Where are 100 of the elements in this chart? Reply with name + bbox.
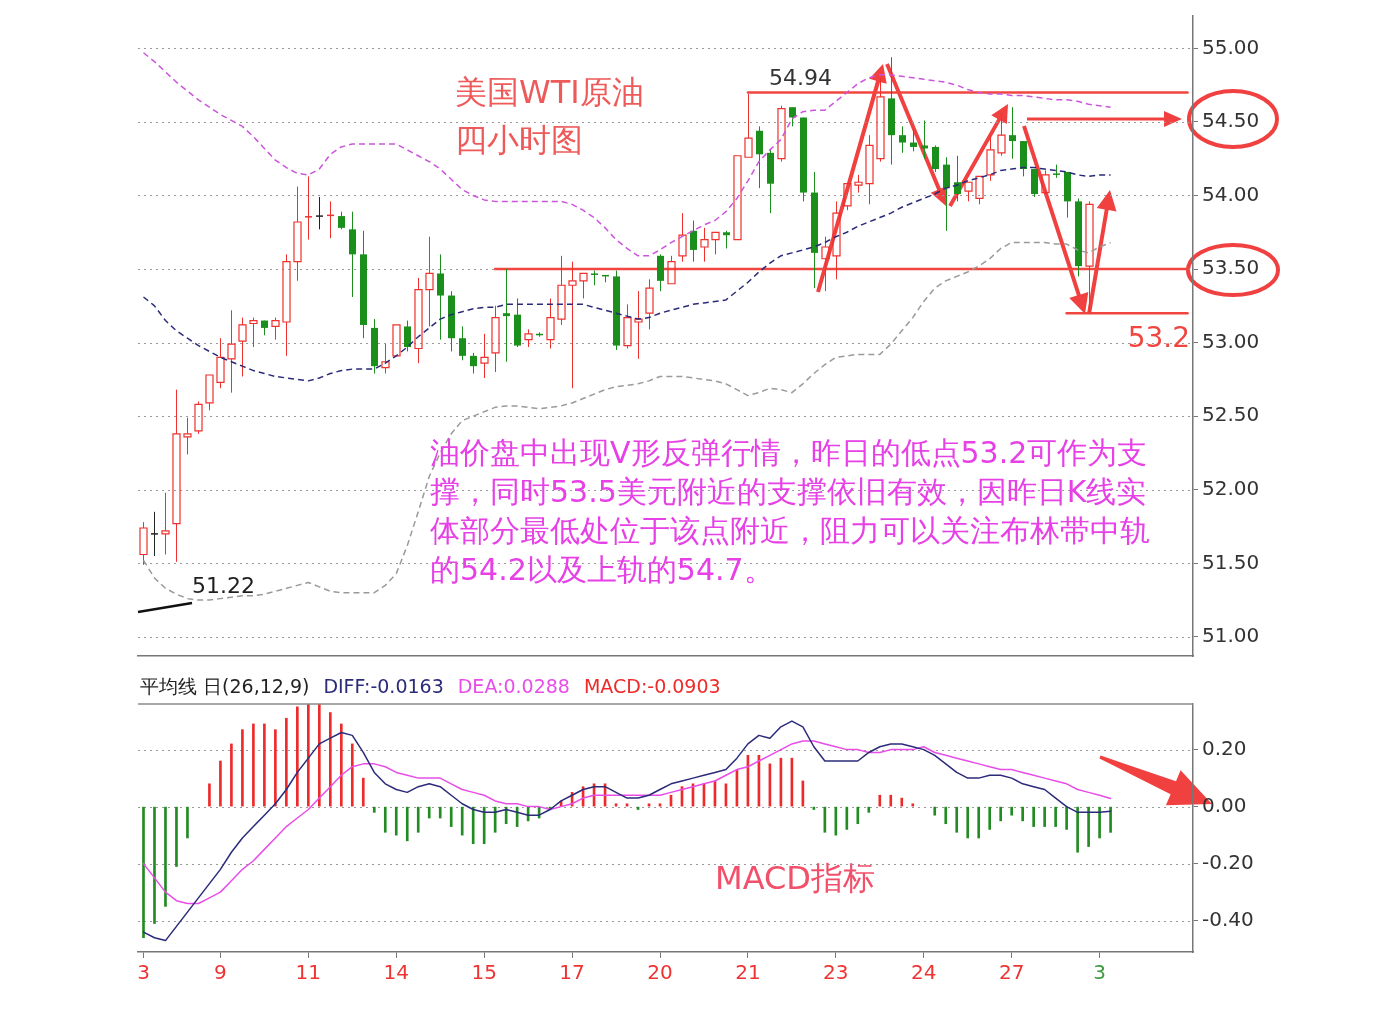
candlestick (293, 186, 302, 282)
candlestick (150, 511, 159, 557)
annotation: MACD指标 (715, 859, 875, 898)
candlestick (403, 320, 412, 352)
bar (339, 723, 343, 807)
candlestick (425, 236, 434, 327)
bar (1109, 806, 1112, 833)
candlestick (920, 119, 929, 160)
bar (164, 806, 167, 907)
bar (1010, 806, 1013, 816)
bar (845, 806, 849, 830)
bar (328, 712, 332, 807)
y-tick-label: 54.00 (1202, 181, 1260, 206)
x-tick-label: 23 (823, 960, 849, 985)
bar (471, 806, 475, 845)
candlestick (491, 305, 500, 373)
bar (1043, 806, 1046, 827)
candlestick (843, 183, 852, 211)
candlestick (161, 492, 170, 555)
x-tick-label: 15 (471, 960, 497, 985)
candlestick (964, 181, 973, 202)
chart-title: 平均线 日(26,12,9) (140, 674, 310, 697)
x-tick-label: 27 (998, 960, 1025, 985)
candlestick (568, 261, 577, 389)
candlestick (502, 268, 511, 363)
bar (383, 806, 387, 833)
y-tick-label: 51.00 (1202, 623, 1260, 648)
candlestick (689, 220, 698, 263)
line-series (142, 52, 1112, 257)
x-tick-label: 3 (1093, 960, 1106, 985)
candlestick (678, 212, 687, 263)
y-tick-label: 52.50 (1202, 402, 1260, 427)
bar (438, 806, 442, 819)
bar (153, 806, 156, 924)
candlestick (788, 106, 797, 127)
y-tick-label: 54.50 (1202, 108, 1260, 133)
candlestick (436, 253, 445, 341)
text: MACD:-0.0903 (583, 674, 721, 697)
candlestick (755, 125, 764, 189)
bar (186, 806, 189, 839)
bar (460, 806, 464, 836)
candlestick (315, 196, 324, 230)
bar (911, 803, 915, 807)
candlestick (909, 128, 918, 152)
candlestick (953, 155, 962, 202)
candlestick (645, 278, 654, 330)
bar (307, 704, 310, 807)
candlestick (546, 297, 555, 350)
bar (263, 723, 266, 807)
bar (296, 706, 299, 807)
y-tick-label: -0.20 (1202, 849, 1254, 874)
candlestick (480, 333, 489, 379)
bar (944, 806, 948, 825)
candlestick (579, 272, 588, 299)
x-tick-label: 20 (647, 960, 673, 985)
bar (933, 806, 937, 816)
candlestick (524, 328, 533, 348)
candlestick (249, 317, 258, 348)
candlestick (414, 277, 423, 364)
bar (449, 806, 453, 827)
bar (241, 729, 244, 807)
y-tick-label: 0.00 (1202, 792, 1247, 817)
candlestick (227, 309, 236, 394)
bar (955, 806, 959, 833)
text: DEA:0.0288 (457, 674, 570, 697)
annotation: 51.22 (192, 572, 255, 598)
bar (1098, 806, 1101, 839)
bar (999, 806, 1003, 822)
candlestick (854, 174, 863, 194)
candlestick (700, 227, 709, 263)
x-tick-label: 9 (214, 960, 227, 985)
annotation: 油价盘中出现V形反弹行情，昨日的低点53.2可作为支撑，同时53.5美元附近的支撑依旧有效，因昨日K线实体部分最低处位于该点附近，阻力可以关注布林带中轨的54.2以及上轨的54.7。 (430, 434, 1150, 587)
candlestick (1008, 106, 1017, 160)
bar (900, 797, 904, 807)
y-tick-label: 52.00 (1202, 475, 1260, 500)
bar (208, 783, 211, 807)
text: DIFF:-0.0163 (323, 674, 444, 697)
x-tick-label: 3 (137, 960, 150, 985)
candlestick (216, 337, 225, 389)
bar (394, 806, 398, 836)
candlestick (282, 253, 291, 357)
bar (878, 794, 882, 807)
x-tick-label: 17 (559, 960, 585, 985)
y-tick-label: 53.50 (1202, 255, 1260, 280)
candlestick (271, 317, 280, 341)
candlestick (711, 231, 720, 255)
bar (1032, 806, 1035, 827)
bar (230, 743, 233, 807)
candlestick (876, 77, 885, 163)
candlestick (183, 417, 192, 455)
bar (142, 806, 145, 939)
bar (285, 717, 288, 807)
candlestick (634, 290, 643, 360)
x-tick-label: 14 (383, 960, 409, 985)
candlestick (898, 125, 907, 154)
candlestick (942, 156, 951, 232)
candlestick (997, 112, 1006, 157)
annotation: 54.94 (769, 64, 832, 90)
bar (361, 777, 365, 807)
candlestick (744, 93, 753, 158)
